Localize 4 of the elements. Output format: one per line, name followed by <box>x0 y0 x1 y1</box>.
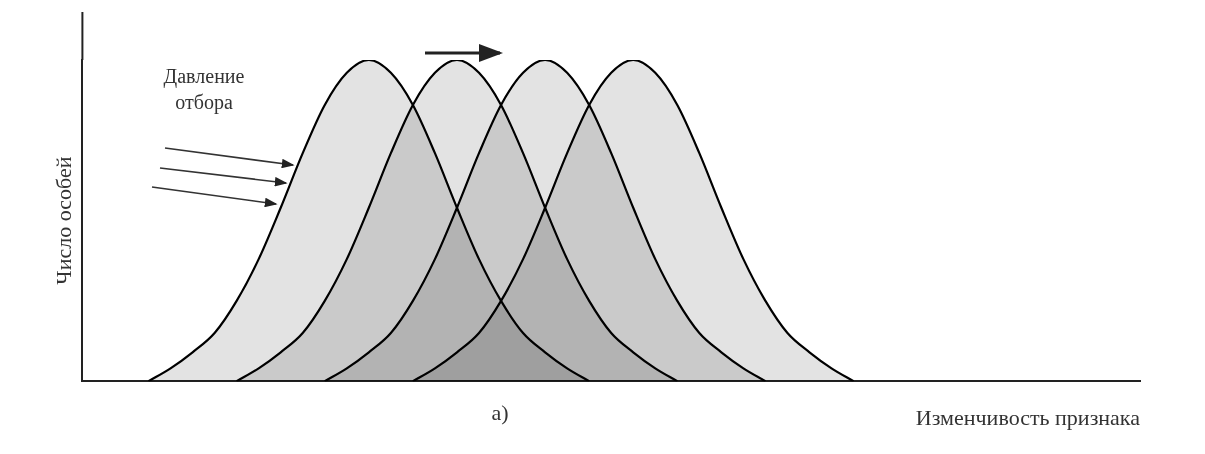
x-axis-title: Изменчивость признака <box>915 404 1141 430</box>
y-axis-title: Число особей <box>50 156 76 285</box>
text: а) <box>491 399 509 425</box>
annotation: Давление отбора <box>163 65 245 115</box>
